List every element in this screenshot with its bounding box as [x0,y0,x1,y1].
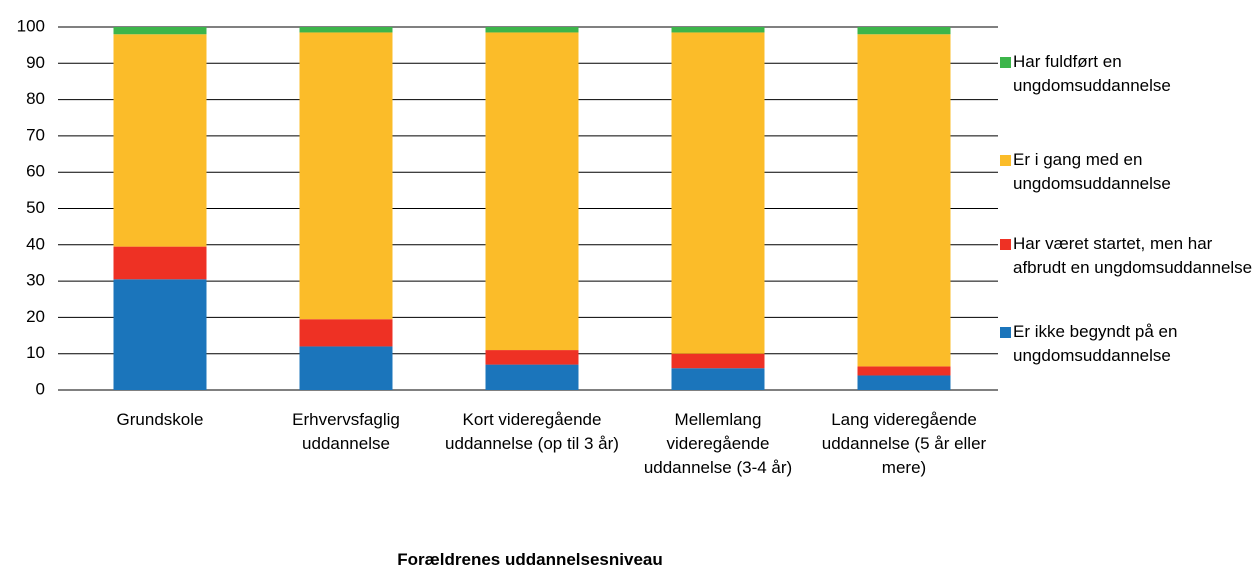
bar-segment [857,34,951,367]
bar-segment [299,27,393,33]
legend-label: Har fuldført en ungdomsuddannelse [1013,52,1171,95]
bar-segment [671,32,765,354]
y-tick-label: 50 [26,198,45,217]
bar-segment [299,32,393,320]
bar-segment [857,366,951,376]
legend-label: Er i gang med en ungdomsuddannelse [1013,150,1171,193]
y-tick-label: 60 [26,162,45,181]
legend-swatch [1000,57,1011,68]
x-tick-label: Grundskole [116,410,204,429]
bar-segment [485,32,579,351]
x-tick-label: Kort videregående uddannelse (op til 3 å… [445,410,619,453]
bar-segment [113,246,207,280]
y-tick-label: 10 [26,343,45,362]
legend-swatch [1000,327,1011,338]
x-tick-label: Erhvervsfaglig uddannelse [292,410,400,453]
bar-segment [857,375,951,390]
y-tick-label: 90 [26,53,45,72]
y-tick-label: 70 [26,125,45,144]
bar-segment [671,353,765,369]
bar-segment [299,346,393,390]
bar-segment [671,368,765,390]
bar-segment [113,27,207,35]
legend-swatch [1000,155,1011,166]
legend-item: Har fuldført en ungdomsuddannelse [1000,50,1257,98]
bar-segment [857,27,951,35]
y-tick-label: 0 [36,379,45,398]
legend-swatch [1000,239,1011,250]
bar-segment [485,27,579,33]
bar-segment [113,34,207,247]
legend-item: Har været startet, men har afbrudt en un… [1000,232,1257,280]
y-tick-label: 40 [26,234,45,253]
y-tick-label: 100 [17,16,45,35]
x-axis-title: Forældrenes uddannelsesniveau [397,550,663,569]
x-tick-label: Mellemlang videregående uddannelse (3-4 … [643,410,793,477]
legend-item: Er ikke begyndt på en ungdomsuddannelse [1000,320,1257,368]
bar-segment [299,319,393,347]
legend-label: Har været startet, men har afbrudt en un… [1013,234,1253,277]
bar-segment [485,350,579,365]
y-tick-label: 30 [26,271,45,290]
y-tick-label: 80 [26,89,45,108]
bar-segment [671,27,765,33]
bar-segment [113,279,207,390]
legend-item: Er i gang med en ungdomsuddannelse [1000,148,1257,196]
x-tick-label: Lang videregående uddannelse (5 år eller… [821,410,987,477]
legend-label: Er ikke begyndt på en ungdomsuddannelse [1013,322,1178,365]
y-tick-label: 20 [26,307,45,326]
bar-segment [485,364,579,390]
